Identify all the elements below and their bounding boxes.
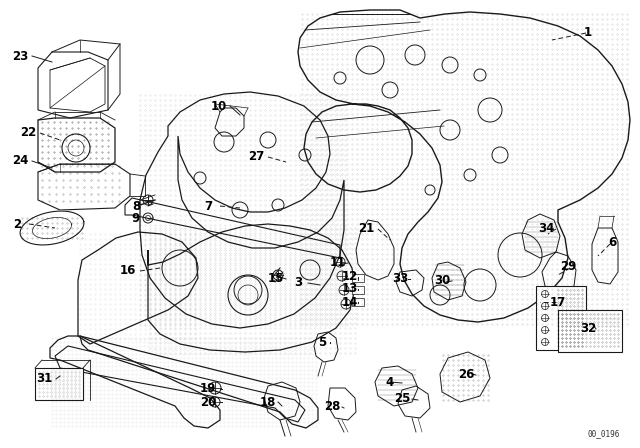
Text: 23: 23 (12, 49, 28, 63)
Text: 31: 31 (36, 372, 52, 385)
Text: 16: 16 (120, 264, 136, 277)
Text: 29: 29 (560, 260, 576, 273)
Text: 24: 24 (12, 155, 28, 168)
Text: 22: 22 (20, 126, 36, 139)
Text: 33: 33 (392, 272, 408, 285)
FancyBboxPatch shape (536, 286, 586, 350)
Text: 1: 1 (584, 26, 592, 39)
FancyBboxPatch shape (35, 368, 83, 400)
Text: 20: 20 (200, 396, 216, 409)
Text: 14: 14 (342, 296, 358, 309)
Text: 10: 10 (211, 99, 227, 112)
Text: 15: 15 (268, 272, 284, 285)
Text: 7: 7 (204, 199, 212, 212)
Text: 32: 32 (580, 323, 596, 336)
Text: 8: 8 (132, 199, 140, 212)
Text: 2: 2 (13, 217, 21, 231)
Text: 34: 34 (538, 223, 554, 236)
Text: 17: 17 (550, 296, 566, 309)
Text: 27: 27 (248, 151, 264, 164)
Text: 11: 11 (330, 257, 346, 270)
Text: 21: 21 (358, 223, 374, 236)
Polygon shape (20, 211, 84, 245)
Text: 19: 19 (200, 383, 216, 396)
FancyBboxPatch shape (352, 298, 364, 306)
Text: 26: 26 (458, 369, 474, 382)
Text: 4: 4 (386, 376, 394, 389)
Text: 9: 9 (132, 212, 140, 225)
Text: 30: 30 (434, 275, 450, 288)
Text: 18: 18 (260, 396, 276, 409)
Text: 3: 3 (294, 276, 302, 289)
Text: 28: 28 (324, 401, 340, 414)
Text: 25: 25 (394, 392, 410, 405)
Text: 12: 12 (342, 271, 358, 284)
Text: 13: 13 (342, 283, 358, 296)
FancyBboxPatch shape (558, 310, 622, 352)
Text: 5: 5 (318, 336, 326, 349)
Text: 6: 6 (608, 236, 616, 249)
FancyBboxPatch shape (352, 286, 364, 294)
FancyBboxPatch shape (352, 274, 364, 282)
Text: 00_0196: 00_0196 (588, 429, 620, 438)
